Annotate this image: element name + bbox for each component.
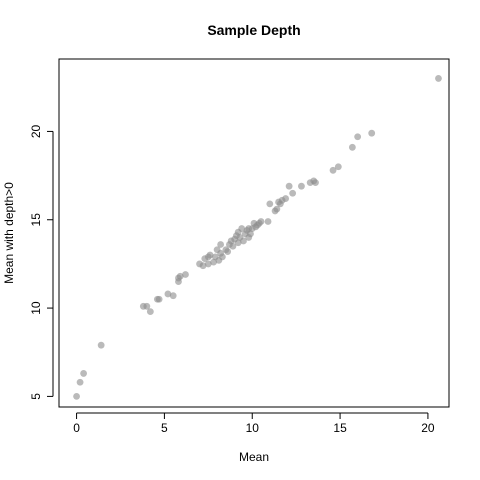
data-point-6 xyxy=(146,308,154,316)
x-tick-label-3: 15 xyxy=(333,421,347,435)
data-point-51 xyxy=(264,218,272,225)
data-point-69 xyxy=(368,129,376,137)
data-point-14 xyxy=(182,271,189,278)
x-tick-label-1: 5 xyxy=(161,421,168,435)
y-tick-label-3: 20 xyxy=(29,124,43,138)
data-point-38 xyxy=(238,225,246,232)
data-point-65 xyxy=(329,166,337,174)
data-point-26 xyxy=(217,241,225,248)
x-axis-label: Mean xyxy=(239,450,269,464)
y-tick-label-2: 15 xyxy=(29,213,43,227)
data-point-20 xyxy=(206,251,214,259)
x-tick-label-4: 20 xyxy=(421,421,435,435)
data-point-35 xyxy=(234,239,242,247)
data-point-8 xyxy=(155,295,163,303)
data-point-27 xyxy=(218,253,226,261)
data-point-50 xyxy=(257,218,265,225)
data-point-58 xyxy=(282,195,290,202)
data-points xyxy=(73,75,442,400)
plot-frame xyxy=(58,58,450,408)
data-point-60 xyxy=(289,189,297,197)
y-tick-label-1: 10 xyxy=(29,301,43,315)
data-point-52 xyxy=(266,200,274,208)
y-tick-label-0: 5 xyxy=(29,393,43,400)
data-point-2 xyxy=(80,370,87,377)
data-point-32 xyxy=(229,242,237,250)
data-point-12 xyxy=(176,272,184,280)
data-point-13 xyxy=(175,278,182,285)
x-axis: 0 5 10 15 20 xyxy=(73,412,435,435)
data-point-39 xyxy=(240,237,247,245)
data-point-61 xyxy=(298,182,305,190)
data-point-70 xyxy=(435,75,442,82)
data-point-16 xyxy=(199,262,207,270)
data-point-5 xyxy=(143,302,151,310)
x-tick-label-0: 0 xyxy=(73,421,80,435)
data-point-3 xyxy=(97,341,105,349)
data-point-59 xyxy=(285,182,293,190)
data-point-9 xyxy=(164,290,172,298)
data-point-21 xyxy=(210,258,217,266)
data-point-44 xyxy=(247,230,254,238)
data-point-64 xyxy=(312,179,319,187)
chart-title: Sample Depth xyxy=(207,22,300,38)
y-axis-label: Mean with depth>0 xyxy=(2,182,16,284)
data-point-1 xyxy=(76,378,84,386)
data-point-29 xyxy=(224,248,232,255)
y-axis: 5 10 15 20 xyxy=(29,124,54,400)
data-point-66 xyxy=(334,163,342,171)
data-point-10 xyxy=(169,292,177,300)
data-point-67 xyxy=(348,143,356,151)
data-point-19 xyxy=(204,260,212,268)
data-point-0 xyxy=(73,393,80,400)
data-point-68 xyxy=(354,133,362,141)
data-point-54 xyxy=(273,205,281,213)
x-tick-label-2: 10 xyxy=(246,421,260,435)
